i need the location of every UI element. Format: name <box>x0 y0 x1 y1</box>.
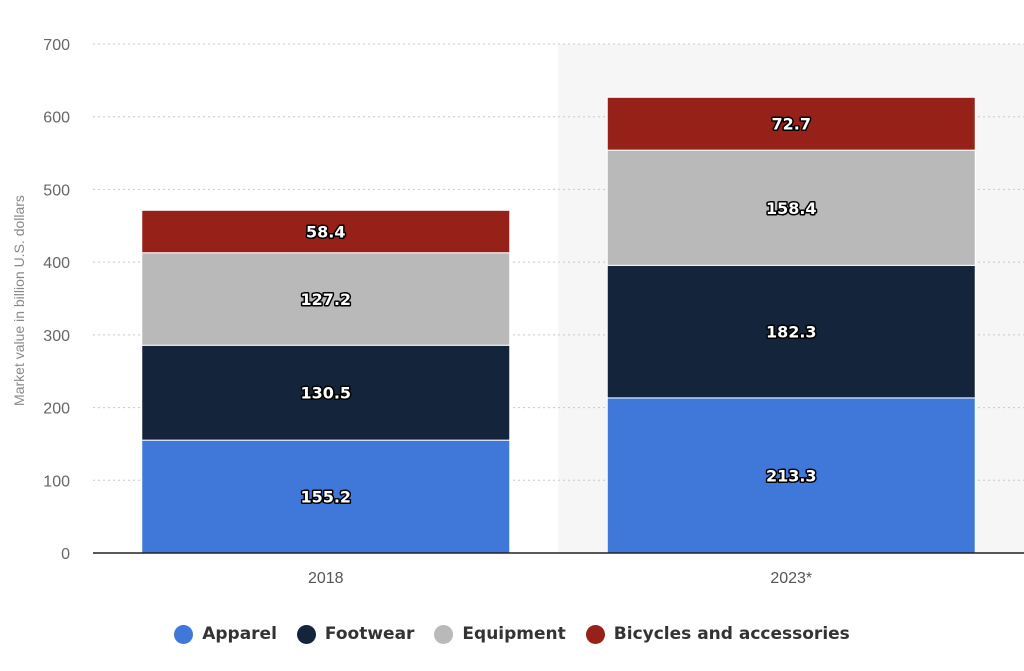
y-tick-label: 100 <box>43 473 70 490</box>
bar-segment[interactable] <box>606 96 976 151</box>
y-tick-label: 0 <box>61 546 70 563</box>
y-tick-label: 500 <box>43 182 70 199</box>
bar-segment[interactable] <box>141 344 511 441</box>
legend-swatch <box>434 624 454 644</box>
legend-item[interactable]: Bicycles and accessories <box>585 624 850 644</box>
legend-label: Bicycles and accessories <box>613 624 850 644</box>
y-tick-label: 200 <box>43 401 70 418</box>
data-label: 58.4 <box>306 223 345 242</box>
data-label: 182.3 <box>766 323 817 342</box>
bar-segment[interactable] <box>606 397 976 554</box>
stacked-bar-chart: 0 100 200 300 400 500 600 700 Market value in bi… <box>11 37 1024 587</box>
legend-item[interactable]: Apparel <box>174 624 277 644</box>
data-label: 158.4 <box>766 199 817 218</box>
x-category-label: 2018 <box>308 570 344 587</box>
legend: Apparel Footwear Equipment Bicycles and acc… <box>0 624 1024 644</box>
bar-segment[interactable] <box>606 264 976 399</box>
legend-label: Apparel <box>202 624 277 644</box>
legend-item[interactable]: Equipment <box>434 624 566 644</box>
data-label: 130.5 <box>300 384 351 403</box>
data-label: 213.3 <box>766 466 817 485</box>
legend-item[interactable]: Footwear <box>296 624 415 644</box>
legend-swatch <box>174 624 194 644</box>
bar-segment[interactable] <box>141 252 511 346</box>
legend-swatch <box>585 624 605 644</box>
y-axis-title: Market value in billion U.S. dollars <box>11 195 27 406</box>
y-tick-label: 700 <box>43 37 70 54</box>
y-tick-label: 600 <box>43 110 70 127</box>
data-label: 127.2 <box>300 290 351 309</box>
x-category-label: 2023* <box>770 570 812 587</box>
legend-swatch <box>296 624 316 644</box>
data-label: 72.7 <box>772 115 811 134</box>
bar-segment[interactable] <box>606 149 976 266</box>
y-tick-label: 400 <box>43 255 70 272</box>
y-tick-label: 300 <box>43 328 70 345</box>
bar-segment[interactable] <box>141 209 511 254</box>
legend-label: Footwear <box>324 624 415 644</box>
legend-label: Equipment <box>462 624 566 644</box>
data-label: 155.2 <box>300 488 351 507</box>
